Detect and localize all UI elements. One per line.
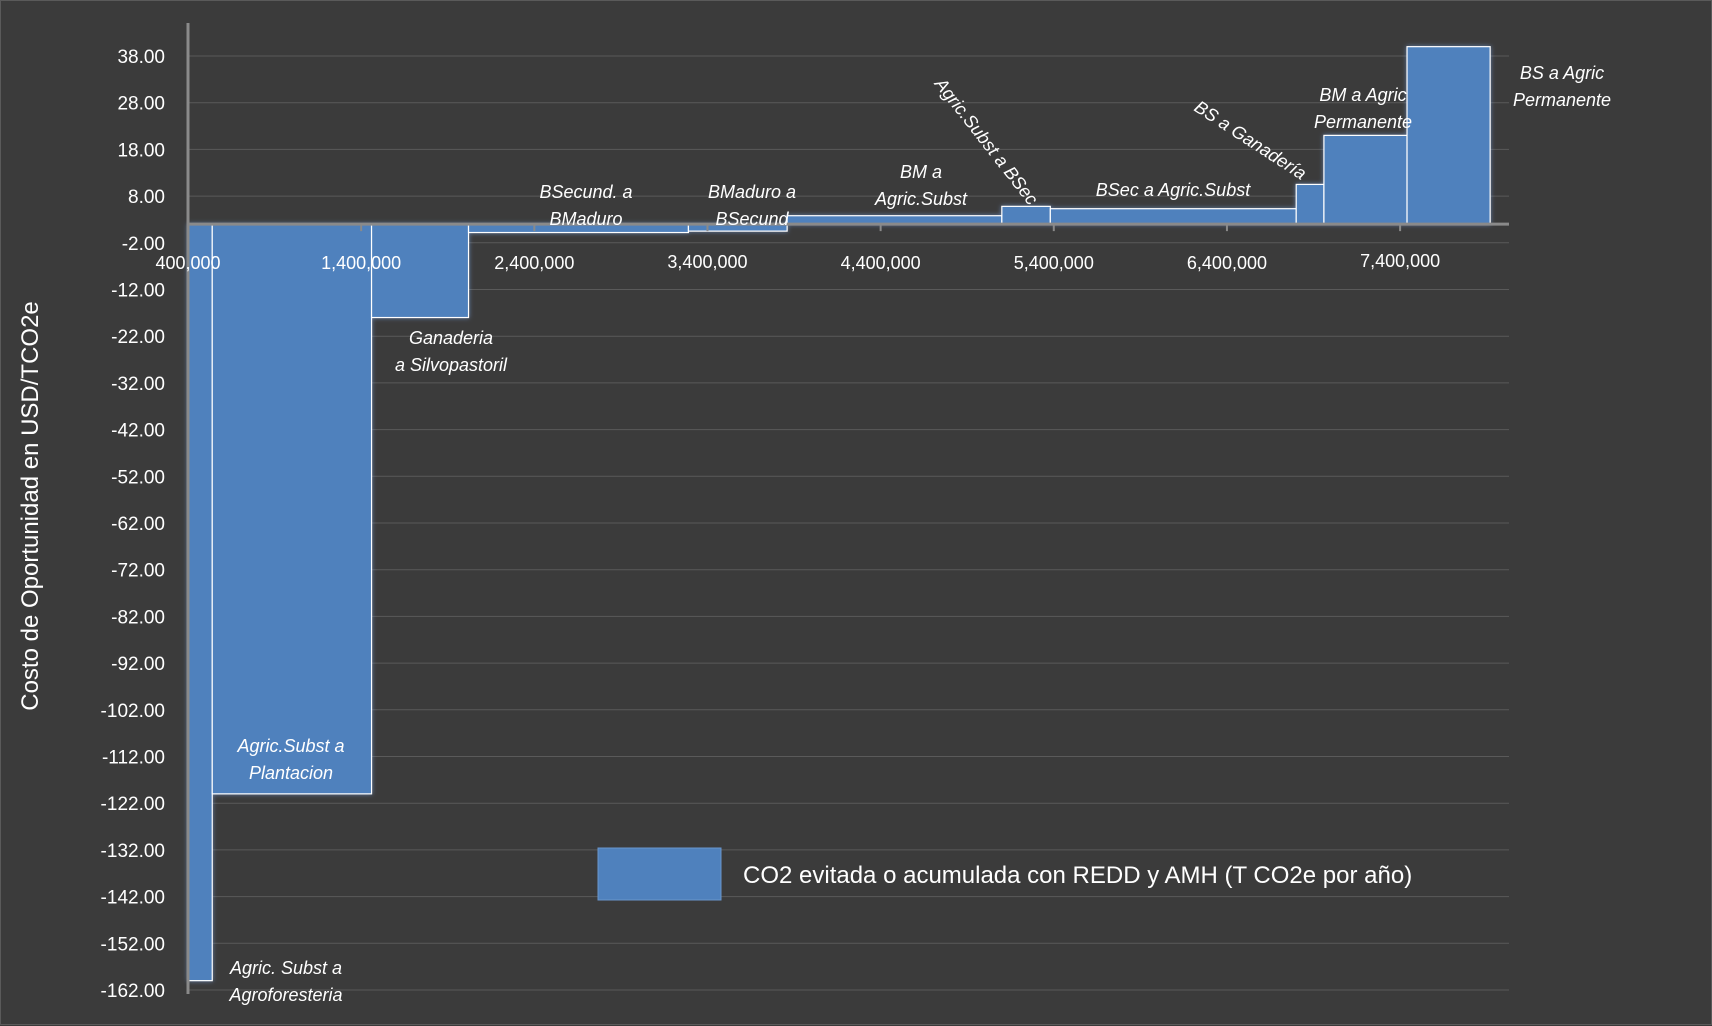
y-tick-label: -22.00	[111, 327, 165, 348]
bar-label: BS a Ganadería	[1191, 97, 1310, 184]
bars	[187, 46, 1491, 982]
y-axis-title: Costo de Oportunidad en USD/TCO2e	[17, 301, 44, 711]
bar-label: BM a Agric.Subst	[874, 162, 968, 209]
bar-label: BSec a Agric.Subst	[1096, 180, 1251, 200]
x-tick-label: 5,400,000	[1014, 253, 1094, 273]
bar	[1001, 205, 1051, 225]
y-tick-label: -162.00	[101, 981, 165, 1002]
legend-label: CO2 evitada o acumulada con REDD y AMH (…	[743, 862, 1412, 889]
x-tick-label: 6,400,000	[1187, 253, 1267, 273]
bar	[370, 223, 470, 319]
y-tick-label: -132.00	[101, 841, 165, 862]
y-tick-label: -152.00	[101, 934, 165, 955]
bar-label-line: Permanente	[1314, 112, 1412, 132]
bar-label-line: BSecund. a	[539, 182, 632, 202]
y-tick-label: -142.00	[101, 888, 165, 909]
bar-label: BM a Agric Permanente	[1314, 85, 1412, 132]
bar	[1049, 208, 1297, 225]
y-tick-label: -12.00	[111, 281, 165, 302]
y-tick-label: -92.00	[111, 654, 165, 675]
bar-label-line: Agric.Subst	[874, 189, 968, 209]
y-tick-label: -42.00	[111, 421, 165, 442]
y-tick-label: -122.00	[101, 794, 165, 815]
bar-label-line: BMaduro	[549, 209, 622, 229]
y-tick-label: 8.00	[128, 187, 165, 208]
bar-label-line: Agric.Subst a	[236, 736, 344, 756]
bar-label-line: Ganaderia	[409, 328, 493, 348]
y-tick-label: -32.00	[111, 374, 165, 395]
bar-label: BMaduro a BSecund	[708, 182, 796, 229]
bar	[211, 223, 373, 795]
y-tick-label: -82.00	[111, 607, 165, 628]
bar-label-line: BSec a Agric.Subst	[1096, 180, 1251, 200]
y-tick-label: -112.00	[102, 748, 165, 769]
y-tick-label: 18.00	[117, 140, 165, 161]
y-tick-label: -102.00	[101, 701, 165, 722]
bar-label-line: BSecund	[715, 209, 789, 229]
bar	[187, 223, 213, 982]
bar-label-line: Agroforesteria	[228, 985, 342, 1005]
x-tick-label: 400,000	[155, 253, 220, 273]
bar-label-line: BS a Ganadería	[1191, 97, 1310, 184]
bar	[1323, 134, 1408, 225]
bar-label-line: BM a	[900, 162, 942, 182]
axes	[186, 23, 1509, 994]
y-tick-label: -52.00	[111, 467, 165, 488]
y-tick-label: 38.00	[117, 47, 165, 68]
x-tick-label: 2,400,000	[494, 253, 574, 273]
y-tick-label: -2.00	[122, 234, 165, 255]
x-tick-labels: 400,000 1,400,000 2,400,000 3,400,000 4,400,…	[155, 251, 1440, 273]
bar	[1406, 46, 1491, 225]
bar-label: Agric. Subst a Agroforesteria	[228, 958, 342, 1005]
x-tick-label: 3,400,000	[667, 252, 747, 272]
x-tick-label: 7,400,000	[1360, 251, 1440, 271]
legend-swatch	[597, 847, 722, 901]
bar-label-line: BMaduro a	[708, 182, 796, 202]
bar-label: Ganaderia a Silvopastoril	[395, 328, 508, 375]
bar-label-line: a Silvopastoril	[395, 355, 508, 375]
bar-label-line: Agric. Subst a	[229, 958, 342, 978]
x-tick-label: 4,400,000	[841, 253, 921, 273]
x-tick-label: 1,400,000	[321, 253, 401, 273]
bar-label: BS a Agric Permanente	[1513, 63, 1611, 110]
y-tick-label: -72.00	[111, 561, 165, 582]
y-tick-labels: 38.00 28.00 18.00 8.00 -2.00 -12.00 -22.00 -32.…	[101, 47, 165, 1002]
bar-label-line: BM a Agric	[1319, 85, 1406, 105]
bar-label: BSecund. a BMaduro	[539, 182, 632, 229]
bar-label: Agric.Subst a Plantacion	[236, 736, 344, 783]
bar-label-line: Plantacion	[249, 763, 333, 783]
y-tick-label: -62.00	[111, 514, 165, 535]
bar	[1295, 183, 1325, 225]
bar-label-line: Permanente	[1513, 90, 1611, 110]
y-tick-label: 28.00	[117, 94, 165, 115]
legend: CO2 evitada o acumulada con REDD y AMH (…	[597, 847, 1412, 901]
bar-label-line: BS a Agric	[1520, 63, 1604, 83]
